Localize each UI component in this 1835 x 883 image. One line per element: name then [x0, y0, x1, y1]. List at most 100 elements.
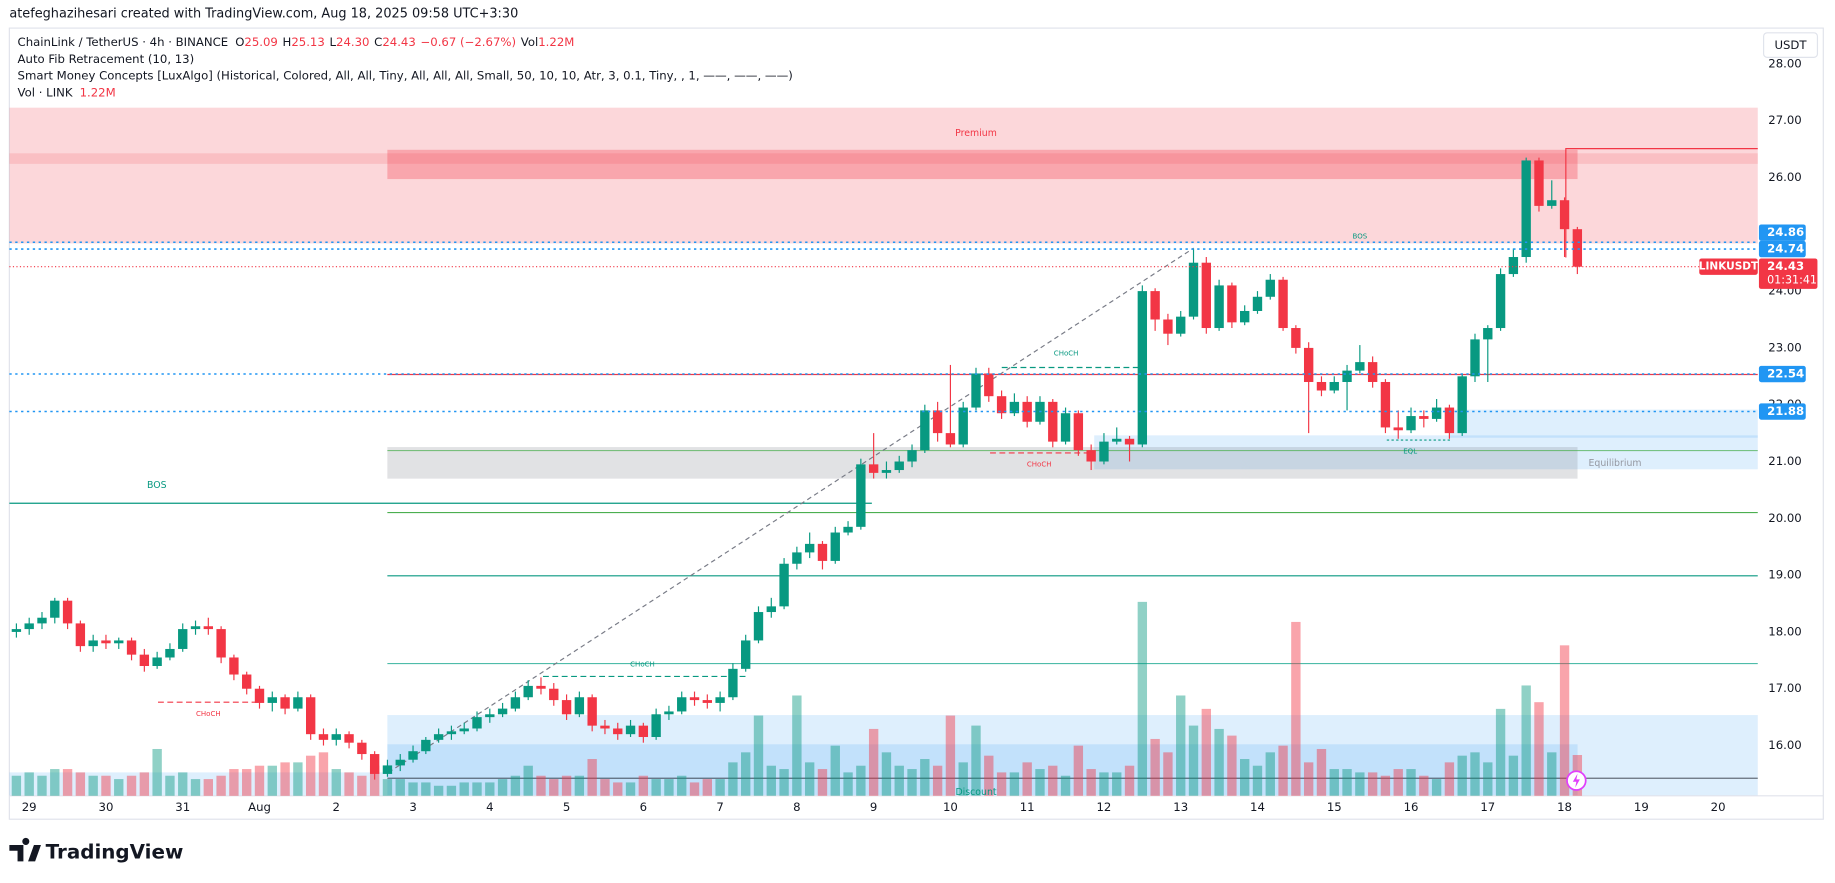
- volume-bar: [293, 762, 303, 796]
- countdown-label: 01:31:41: [1767, 274, 1817, 287]
- x-tick-label: 2: [333, 800, 340, 814]
- legend-value: 1.22M: [538, 35, 574, 49]
- candle-body: [369, 754, 380, 774]
- currency-button[interactable]: [1763, 32, 1819, 58]
- candle-body: [907, 450, 917, 462]
- candle-body: [165, 648, 175, 658]
- brand-logo: [9, 837, 41, 862]
- volume-bar: [779, 769, 789, 796]
- volume-bar: [587, 759, 597, 796]
- candle-body: [779, 563, 789, 607]
- candle-body: [856, 464, 866, 527]
- candle-body: [651, 714, 661, 738]
- volume-bar: [75, 772, 86, 796]
- annotation: Equilibrium: [1588, 458, 1641, 469]
- candle-body: [1150, 291, 1160, 320]
- y-tick-label: 27.00: [1768, 113, 1801, 127]
- candle-body: [1483, 328, 1493, 340]
- candle-body: [1470, 339, 1480, 377]
- volume-bar: [497, 779, 508, 796]
- candle-body: [1291, 328, 1301, 348]
- x-tick-label: 9: [870, 800, 877, 814]
- volume-bar: [689, 782, 700, 796]
- volume-bar: [229, 769, 239, 796]
- x-tick-label: 13: [1173, 800, 1188, 814]
- candle-body: [1073, 413, 1084, 451]
- last-price-tag: [1758, 258, 1818, 289]
- volume-bar: [459, 782, 469, 796]
- volume-bar: [996, 772, 1007, 796]
- currency-label: USDT: [1774, 38, 1807, 52]
- candle-body: [305, 697, 316, 735]
- volume-bar: [267, 765, 277, 796]
- x-tick-label: 8: [793, 800, 800, 814]
- symbol-tag-label: LINKUSDT: [1699, 261, 1759, 273]
- candle-body: [1508, 257, 1519, 275]
- y-tick-label: 23.00: [1768, 340, 1801, 354]
- x-tick-label: 17: [1480, 800, 1495, 814]
- candle-body: [1137, 291, 1148, 445]
- volume-bar: [664, 779, 674, 796]
- volume-bar: [766, 765, 776, 796]
- annotation: BOS: [1353, 231, 1368, 240]
- candle-body: [446, 731, 457, 735]
- candle-body: [101, 640, 111, 644]
- x-tick-label: 4: [486, 800, 493, 814]
- volume-bar: [741, 752, 751, 796]
- volume-bar: [625, 782, 636, 796]
- candle-body: [574, 697, 585, 715]
- legend-key: L: [330, 35, 337, 49]
- fib-trend-line: [388, 247, 1195, 773]
- volume-bar: [485, 782, 495, 796]
- equilibrium-zone: [387, 447, 1578, 479]
- candle-body: [1124, 438, 1135, 445]
- volume-bar: [37, 775, 47, 796]
- candle-body: [868, 464, 879, 473]
- legend: ChainLink / TetherUS · 4h · BINANCE O25.0…: [18, 35, 793, 99]
- indicator-label[interactable]: Vol · LINK 1.22M: [18, 85, 116, 99]
- indicator-label[interactable]: Auto Fib Retracement (10, 13): [18, 52, 195, 66]
- candle-body: [1559, 200, 1570, 230]
- volume-bar: [1316, 748, 1327, 796]
- annotation: CHoCH: [196, 709, 221, 718]
- legend-line: ChainLink / TetherUS · 4h · BINANCE O25.0…: [18, 35, 575, 49]
- series: 29 30 31 Aug 2 3 4 5 6 7 8 9 10 11 12 13 14 15 16 17 18 19 20 1…: [9, 56, 1824, 814]
- volume-bar: [114, 779, 124, 796]
- legend-key: C: [374, 35, 382, 49]
- volume-bar: [1278, 745, 1288, 796]
- candle-body: [344, 734, 354, 743]
- x-tick-label: 5: [563, 800, 570, 814]
- indicator-label[interactable]: Smart Money Concepts [LuxAlgo] (Historic…: [18, 69, 793, 83]
- x-tick-label: 16: [1404, 800, 1419, 814]
- candle-body: [958, 407, 968, 445]
- order-block: [9, 153, 1758, 164]
- candle-body: [971, 373, 981, 408]
- y-tick-label: 16.00: [1768, 738, 1801, 752]
- candle-body: [1201, 262, 1211, 329]
- volume-bar: [1470, 752, 1480, 796]
- candle-body: [587, 697, 597, 726]
- x-tick-label: 15: [1327, 800, 1342, 814]
- legend-value: 24.43: [382, 35, 415, 49]
- candle-body: [433, 734, 444, 740]
- candle-body: [293, 697, 303, 709]
- volume-bar: [1163, 752, 1173, 796]
- candle-body: [1367, 362, 1378, 382]
- candle-body: [203, 626, 214, 630]
- candle-body: [1329, 381, 1339, 391]
- volume-bar: [1367, 772, 1378, 796]
- volume-bar: [1393, 769, 1403, 796]
- volume-bar: [216, 775, 226, 796]
- volume-bar: [600, 779, 610, 796]
- legend-change: −0.67 (−2.67%): [420, 35, 516, 49]
- candle-body: [408, 751, 418, 760]
- candle-body: [485, 714, 495, 718]
- candle-body: [50, 600, 60, 618]
- volume-bar: [843, 772, 853, 796]
- volume-bar: [344, 772, 354, 796]
- alert-glyph: [1572, 773, 1580, 788]
- volume-bar: [1240, 759, 1250, 796]
- x-tick-label: 30: [99, 800, 114, 814]
- volume-bar: [50, 769, 60, 796]
